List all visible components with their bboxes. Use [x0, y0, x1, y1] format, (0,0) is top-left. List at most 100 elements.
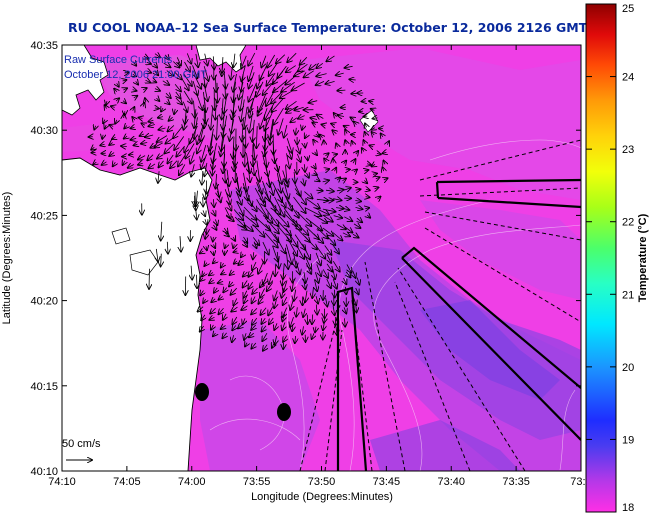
- current-vector: [272, 341, 275, 348]
- current-vector: [233, 298, 236, 305]
- current-vector: [286, 165, 288, 183]
- current-vector: [255, 216, 271, 230]
- current-vector: [284, 125, 287, 138]
- current-vector: [138, 163, 143, 165]
- current-vector: [315, 279, 318, 292]
- current-vector: [316, 179, 319, 181]
- current-vector: [286, 100, 297, 109]
- current-vector: [173, 61, 179, 68]
- buoy-marker-2[interactable]: [277, 403, 291, 421]
- buoy-marker-1[interactable]: [195, 383, 209, 401]
- current-vector: [369, 101, 373, 102]
- current-vector: [156, 248, 158, 262]
- current-vector: [262, 325, 267, 332]
- current-vector: [249, 110, 254, 133]
- figure-title: RU COOL NOAA–12 Sea Surface Temperature:…: [68, 20, 588, 35]
- current-vector: [365, 124, 367, 128]
- current-vector: [371, 109, 375, 111]
- current-vector: [286, 251, 288, 269]
- y-tick-label: 40:15: [30, 381, 58, 393]
- current-vector: [115, 120, 117, 124]
- current-vector: [347, 264, 352, 272]
- current-vector: [248, 161, 251, 183]
- current-vector: [357, 218, 362, 222]
- current-vector: [375, 187, 379, 188]
- current-vector: [260, 288, 265, 297]
- current-vector: [221, 263, 224, 267]
- current-vector: [223, 153, 225, 173]
- current-vector: [233, 53, 235, 67]
- current-vector: [217, 117, 218, 140]
- current-vector: [168, 125, 175, 131]
- current-vector: [295, 210, 312, 227]
- current-vector: [225, 180, 230, 197]
- current-vector: [285, 244, 292, 264]
- current-vector: [378, 197, 381, 200]
- current-vector: [110, 125, 114, 127]
- current-vector: [304, 236, 317, 249]
- current-vector: [300, 57, 308, 65]
- current-vector: [233, 136, 234, 159]
- current-vector: [267, 282, 274, 291]
- current-vector: [144, 56, 149, 58]
- current-vector: [282, 313, 284, 321]
- current-vector: [217, 190, 220, 202]
- current-vector: [322, 180, 329, 182]
- current-vector: [249, 333, 254, 337]
- current-vector: [166, 136, 175, 143]
- current-vector: [221, 272, 225, 274]
- current-vector: [234, 261, 237, 264]
- current-vector: [157, 98, 160, 101]
- current-vector: [167, 241, 168, 254]
- current-vector: [202, 170, 203, 185]
- current-vector: [292, 218, 308, 235]
- current-vectors: [89, 53, 389, 351]
- current-vector: [162, 81, 169, 85]
- current-vector: [258, 297, 263, 304]
- current-vector: [266, 196, 280, 215]
- current-vector: [241, 65, 246, 81]
- x-tick-label: 73:45: [373, 476, 401, 488]
- current-vector: [252, 237, 259, 245]
- current-vector: [322, 269, 328, 278]
- current-vector: [260, 108, 268, 128]
- current-vector: [249, 72, 255, 88]
- current-vector: [161, 221, 162, 241]
- current-vector: [201, 154, 207, 169]
- current-vector: [176, 145, 185, 157]
- current-vector: [325, 169, 329, 170]
- current-vector: [125, 72, 129, 73]
- current-vector: [336, 224, 346, 229]
- current-vector: [326, 263, 332, 272]
- current-vector: [253, 252, 254, 259]
- current-vector: [238, 261, 243, 265]
- current-vector: [100, 144, 104, 145]
- current-vector: [174, 83, 181, 91]
- current-vector: [133, 74, 136, 76]
- current-vector: [372, 132, 375, 135]
- current-vector: [157, 135, 168, 142]
- current-vector: [197, 125, 204, 144]
- current-vector: [258, 92, 267, 112]
- current-vector: [253, 137, 255, 160]
- current-vector: [91, 147, 94, 150]
- current-vector: [258, 260, 265, 274]
- current-vector: [294, 70, 305, 76]
- current-vector: [251, 342, 255, 349]
- current-vector: [211, 107, 213, 130]
- current-vector: [282, 170, 288, 187]
- current-vector: [212, 160, 213, 175]
- current-vector: [257, 72, 264, 89]
- current-vector: [294, 242, 304, 259]
- current-vector: [276, 54, 286, 64]
- current-vector: [387, 141, 389, 145]
- current-vector: [266, 88, 276, 106]
- current-vector: [241, 99, 245, 122]
- current-vector: [200, 278, 203, 281]
- current-vector: [219, 296, 223, 299]
- current-vector: [155, 108, 159, 109]
- current-vector: [231, 287, 237, 295]
- current-vector: [271, 90, 284, 104]
- current-vector: [244, 290, 247, 298]
